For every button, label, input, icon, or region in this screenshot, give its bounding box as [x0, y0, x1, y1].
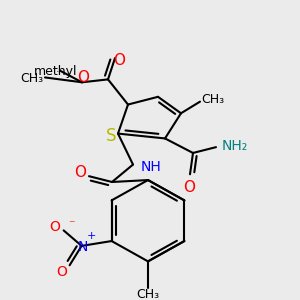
Text: O: O	[77, 70, 89, 85]
Text: N: N	[77, 240, 88, 254]
Text: CH₃: CH₃	[136, 288, 160, 300]
Text: O: O	[74, 165, 86, 180]
Text: NH: NH	[141, 160, 162, 173]
Text: S: S	[106, 127, 116, 145]
Text: O: O	[183, 180, 195, 195]
Text: methyl: methyl	[57, 71, 62, 72]
Text: O: O	[49, 220, 60, 235]
Text: O: O	[56, 265, 67, 279]
Text: methyl: methyl	[34, 65, 78, 78]
Text: O: O	[113, 52, 125, 68]
Text: NH₂: NH₂	[222, 139, 248, 153]
Text: CH₃: CH₃	[20, 72, 43, 85]
Text: ⁻: ⁻	[68, 218, 75, 231]
Text: CH₃: CH₃	[201, 93, 224, 106]
Text: +: +	[87, 231, 96, 241]
